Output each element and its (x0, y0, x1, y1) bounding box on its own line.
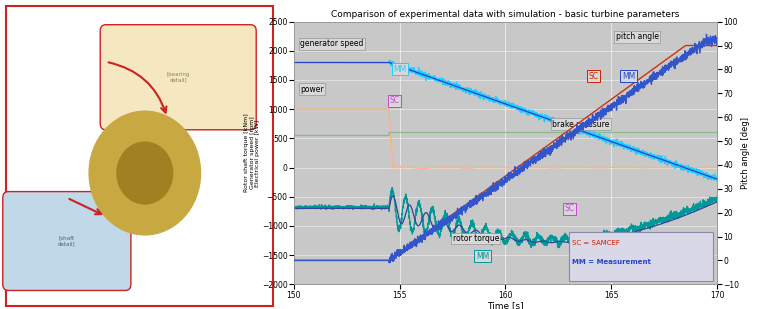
Text: brake pressure: brake pressure (552, 120, 610, 129)
FancyBboxPatch shape (5, 6, 273, 306)
Text: [bearing
detail]: [bearing detail] (166, 72, 190, 83)
Y-axis label: Rotor shaft torque [kNm]
Generator speed [rpm]
Electrical power [kW]: Rotor shaft torque [kNm] Generator speed… (243, 114, 260, 192)
Text: pitch angle: pitch angle (616, 32, 658, 41)
Text: rotor torque: rotor torque (452, 234, 499, 243)
Text: SC = SAMCEF: SC = SAMCEF (572, 239, 620, 246)
Text: MM: MM (622, 72, 635, 81)
Y-axis label: Pitch angle [deg]: Pitch angle [deg] (741, 117, 750, 189)
Circle shape (117, 142, 172, 204)
FancyBboxPatch shape (100, 25, 256, 130)
Text: MM: MM (476, 252, 489, 260)
Text: SC: SC (389, 96, 399, 105)
FancyBboxPatch shape (3, 192, 131, 290)
Text: SC: SC (565, 204, 575, 213)
Text: generator speed: generator speed (300, 39, 363, 48)
Title: Comparison of experimental data with simulation - basic turbine parameters: Comparison of experimental data with sim… (331, 11, 680, 19)
FancyBboxPatch shape (569, 232, 713, 281)
Text: [shaft
detail]: [shaft detail] (58, 236, 76, 246)
Text: SC: SC (588, 72, 598, 81)
Circle shape (89, 111, 201, 235)
Text: MM = Measurement: MM = Measurement (572, 259, 651, 265)
X-axis label: Time [s]: Time [s] (487, 301, 524, 309)
Text: power: power (300, 85, 324, 94)
Text: MM: MM (393, 65, 407, 74)
